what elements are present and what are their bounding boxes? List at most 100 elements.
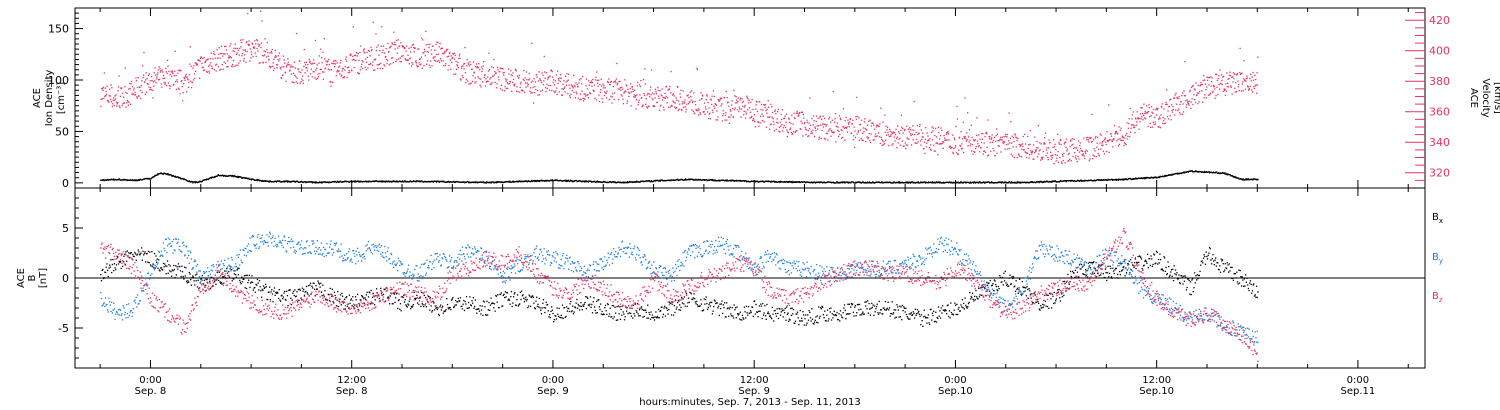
velocity-point: [446, 48, 448, 51]
velocity-point: [283, 59, 285, 61]
velocity-point: [560, 77, 562, 79]
velocity-point: [1031, 151, 1033, 153]
bx-point: [247, 279, 250, 281]
velocity-point: [118, 75, 120, 77]
velocity-point: [766, 108, 768, 111]
velocity-point: [430, 60, 432, 62]
velocity-point: [1068, 158, 1071, 161]
velocity-point: [953, 147, 955, 150]
velocity-point: [819, 115, 821, 117]
velocity-point: [995, 128, 998, 130]
density-point: [564, 179, 566, 182]
velocity-point: [946, 132, 949, 134]
density-point: [614, 181, 617, 183]
velocity-point: [164, 83, 166, 85]
velocity-point: [711, 95, 713, 97]
velocity-point: [540, 81, 543, 84]
velocity-point: [923, 147, 925, 150]
velocity-point: [1016, 157, 1019, 159]
density-point: [659, 179, 661, 181]
density-point: [576, 180, 578, 182]
velocity-point: [335, 74, 337, 77]
bfield-tick-label: 0: [62, 272, 69, 285]
velocity-point: [992, 148, 994, 150]
bfield-axis-ticks: -505: [58, 187, 83, 369]
velocity-point: [1201, 83, 1203, 86]
velocity-point: [185, 73, 187, 75]
velocity-point: [362, 49, 365, 51]
density-point: [304, 181, 306, 183]
velocity-point: [301, 75, 304, 77]
velocity-point: [674, 106, 676, 108]
velocity-point: [720, 105, 722, 107]
density-point: [1233, 176, 1235, 179]
velocity-point: [1171, 111, 1174, 113]
density-point: [745, 180, 747, 182]
bx-point: [423, 294, 425, 297]
velocity-point: [895, 128, 897, 130]
density-point: [255, 179, 258, 181]
bx-point: [329, 287, 331, 290]
density-point: [1223, 172, 1226, 174]
velocity-point: [1107, 139, 1110, 142]
velocity-point: [542, 84, 545, 86]
velocity-point: [434, 60, 437, 62]
bx-point: [280, 295, 282, 297]
density-point: [962, 182, 965, 184]
density-point: [1251, 178, 1253, 180]
velocity-point: [751, 119, 754, 122]
velocity-point: [849, 118, 852, 120]
velocity-point: [314, 39, 317, 42]
velocity-point: [1128, 118, 1130, 120]
velocity-point: [1011, 135, 1013, 137]
velocity-point: [366, 51, 368, 54]
density-point: [1122, 178, 1124, 180]
velocity-point: [1045, 155, 1047, 157]
density-point: [112, 179, 114, 181]
velocity-point: [1061, 162, 1063, 165]
density-point: [677, 178, 679, 180]
velocity-point: [1046, 147, 1048, 149]
velocity-point: [502, 68, 504, 70]
velocity-point: [765, 109, 767, 112]
velocity-point: [1022, 135, 1024, 138]
velocity-point: [209, 64, 211, 66]
density-point: [694, 179, 696, 181]
velocity-point: [972, 139, 975, 141]
velocity-point: [778, 126, 780, 129]
velocity-point: [829, 128, 831, 130]
velocity-point: [503, 90, 506, 92]
velocity-point: [381, 51, 383, 54]
velocity-point: [751, 115, 753, 118]
density-point: [208, 177, 211, 180]
velocity-point: [537, 80, 540, 82]
velocity-point: [1228, 74, 1231, 76]
velocity-point: [552, 76, 554, 78]
velocity-point: [900, 129, 902, 131]
bx-point: [317, 280, 319, 282]
velocity-point: [1129, 107, 1131, 110]
density-point: [880, 182, 882, 184]
velocity-point: [227, 57, 230, 59]
velocity-point: [902, 127, 904, 130]
velocity-point: [1216, 86, 1218, 88]
density-point: [534, 180, 536, 183]
velocity-point: [203, 69, 206, 71]
velocity-point: [931, 126, 933, 128]
density-point: [949, 181, 951, 183]
velocity-point: [461, 65, 463, 68]
velocity-point: [726, 96, 728, 99]
velocity-point: [330, 68, 333, 71]
velocity-point: [1009, 142, 1011, 144]
velocity-point: [983, 150, 985, 152]
velocity-point: [494, 71, 496, 73]
velocity-point: [1047, 158, 1049, 161]
velocity-point: [794, 117, 796, 120]
velocity-point: [832, 90, 834, 93]
bx-point: [184, 275, 186, 277]
velocity-point: [991, 137, 993, 139]
velocity-point: [798, 112, 801, 115]
velocity-point: [765, 126, 768, 128]
velocity-point: [201, 66, 203, 69]
velocity-point: [859, 123, 862, 126]
